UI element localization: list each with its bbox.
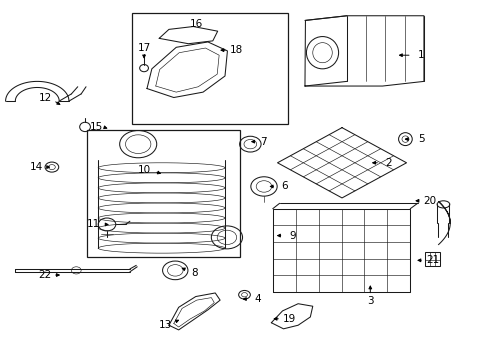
Text: 12: 12 (39, 93, 52, 103)
Text: 7: 7 (259, 137, 266, 147)
Text: 3: 3 (366, 296, 373, 306)
Text: 5: 5 (417, 134, 424, 144)
Text: 9: 9 (288, 231, 295, 240)
Text: 18: 18 (229, 45, 243, 55)
Text: 6: 6 (281, 181, 288, 192)
Text: 11: 11 (87, 220, 100, 229)
Text: 1: 1 (417, 50, 424, 60)
Text: 14: 14 (30, 162, 43, 172)
Text: 8: 8 (191, 267, 198, 278)
Bar (87, 130, 239, 257)
Text: 2: 2 (384, 158, 391, 168)
Text: 15: 15 (89, 122, 102, 132)
Bar (424, 252, 439, 266)
Text: 16: 16 (190, 19, 203, 29)
Text: 21: 21 (426, 255, 439, 265)
Text: 20: 20 (423, 196, 436, 206)
Text: 17: 17 (137, 43, 150, 53)
Text: 19: 19 (283, 314, 296, 324)
Text: 10: 10 (138, 165, 151, 175)
Text: 13: 13 (159, 320, 172, 329)
Bar (132, 13, 288, 125)
Text: 4: 4 (254, 294, 261, 304)
Text: 22: 22 (39, 270, 52, 280)
